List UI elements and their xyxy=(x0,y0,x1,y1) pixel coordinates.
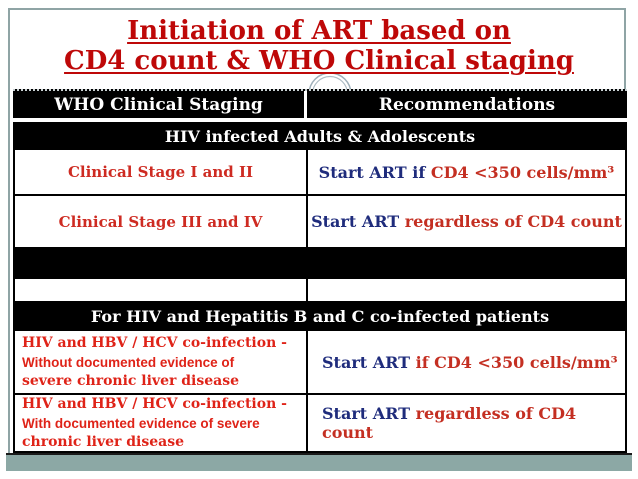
cell-divider xyxy=(306,395,308,451)
table-row: HIV and HBV / HCV co-infection - Without… xyxy=(13,331,627,395)
cell-stage-3-4: Clinical Stage III and IV xyxy=(15,196,306,247)
coinfection-line-1: HIV and HBV / HCV co-infection - xyxy=(22,334,287,351)
cell-recommendation: Start ART if CD4 <350 cells/mm³ xyxy=(308,150,625,194)
stage-label: Clinical Stage I and II xyxy=(67,163,254,181)
stage-label: Clinical Stage III and IV xyxy=(58,212,263,231)
coinfection-line-1: HIV and HBV / HCV co-infection - xyxy=(22,395,287,412)
empty-black-band xyxy=(13,247,627,279)
recommendation-text: Start ART if CD4 <350 cells/mm³ xyxy=(308,353,625,372)
cell-divider xyxy=(306,196,308,247)
cell-coinfection-with-evidence: HIV and HBV / HCV co-infection - With do… xyxy=(15,395,306,451)
empty-cell-right xyxy=(308,279,625,301)
recommendation-condition: CD4 <350 cells/mm³ xyxy=(430,162,615,182)
title-line-1: Initiation of ART based on xyxy=(127,16,511,46)
recommendation-text: Start ART if CD4 <350 cells/mm³ xyxy=(308,163,625,182)
table-row: HIV and HBV / HCV co-infection - With do… xyxy=(13,395,627,453)
page-title: Initiation of ART based on CD4 count & W… xyxy=(0,16,638,76)
header-column-divider xyxy=(304,91,307,118)
header-who-clinical-staging: WHO Clinical Staging xyxy=(54,94,263,115)
header-recommendations: Recommendations xyxy=(378,94,556,115)
section-band-adults: HIV infected Adults & Adolescents xyxy=(13,122,627,150)
section-band-coinfected: For HIV and Hepatitis B and C co-infecte… xyxy=(13,301,627,331)
cell-divider xyxy=(306,150,308,194)
recommendation-text: Start ART regardless of CD4 count xyxy=(308,212,625,231)
recommendation-action: Start ART xyxy=(322,352,411,372)
cell-coinfection-without-evidence: HIV and HBV / HCV co-infection - Without… xyxy=(15,331,306,393)
cell-recommendation: Start ART regardless of CD4 count xyxy=(308,196,625,247)
bottom-accent-bar xyxy=(6,453,632,471)
empty-cell-left xyxy=(15,279,306,301)
cell-recommendation: Start ART if CD4 <350 cells/mm³ xyxy=(308,331,625,393)
table-row: Clinical Stage III and IV Start ART rega… xyxy=(13,196,627,247)
art-initiation-table: WHO Clinical Staging Recommendations HIV… xyxy=(13,89,627,453)
cell-recommendation: Start ART regardless of CD4 count xyxy=(308,395,625,451)
table-header-row: WHO Clinical Staging Recommendations xyxy=(13,89,627,118)
recommendation-condition: regardless of CD4 count xyxy=(404,212,622,231)
coinfection-line-2: Without documented evidence of xyxy=(22,354,235,370)
coinfection-line-3: chronic liver disease xyxy=(22,433,184,450)
cell-divider xyxy=(306,331,308,393)
coinfection-line-2: With documented evidence of severe xyxy=(22,415,260,431)
recommendation-action: Start ART xyxy=(311,212,400,231)
empty-spacer-row xyxy=(13,279,627,301)
recommendation-condition: if CD4 <350 cells/mm³ xyxy=(415,352,618,372)
header-gap xyxy=(13,118,627,122)
cell-stage-1-2: Clinical Stage I and II xyxy=(15,150,306,194)
recommendation-condition: regardless of CD4 count xyxy=(322,404,577,442)
recommendation-action: Start ART if xyxy=(318,162,426,182)
coinfection-line-3: severe chronic liver disease xyxy=(22,372,239,389)
recommendation-action: Start ART xyxy=(322,404,411,423)
table-row: Clinical Stage I and II Start ART if CD4… xyxy=(13,150,627,196)
title-line-2: CD4 count & WHO Clinical staging xyxy=(64,46,574,76)
recommendation-text: Start ART regardless of CD4 count xyxy=(308,404,625,442)
cell-divider xyxy=(306,279,308,301)
